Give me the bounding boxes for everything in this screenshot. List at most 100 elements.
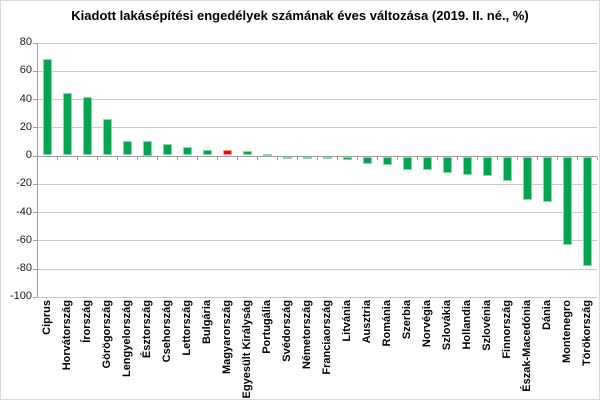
gridline bbox=[37, 70, 597, 72]
gridline bbox=[37, 240, 597, 242]
category-axis-tick bbox=[277, 156, 278, 160]
x-axis-label: Ciprus bbox=[41, 300, 53, 335]
category-axis-tick bbox=[477, 156, 478, 160]
bar bbox=[402, 156, 412, 170]
x-axis-label: Bulgária bbox=[201, 300, 213, 345]
bar bbox=[162, 144, 172, 156]
category-axis-tick bbox=[317, 156, 318, 160]
bar bbox=[122, 140, 132, 156]
y-axis-tick-label: -20 bbox=[16, 177, 32, 190]
y-axis-tick-label: -40 bbox=[16, 205, 32, 218]
y-axis-tick-label: 80 bbox=[19, 36, 32, 48]
x-axis-label: Ausztria bbox=[361, 300, 373, 344]
bar bbox=[102, 118, 112, 156]
x-axis-label: Észtország bbox=[141, 300, 153, 359]
x-axis-label: Szlovénia bbox=[481, 300, 493, 351]
x-axis-label: Portugália bbox=[261, 300, 273, 354]
gridline bbox=[37, 42, 597, 44]
category-axis-tick bbox=[577, 156, 578, 160]
bar bbox=[242, 150, 252, 156]
y-axis-tick-label: -80 bbox=[16, 262, 32, 274]
category-axis-tick bbox=[97, 156, 98, 160]
bar bbox=[202, 149, 212, 156]
y-axis-tick-label: 0 bbox=[25, 149, 32, 161]
x-axis-label: Litvánia bbox=[341, 300, 353, 342]
bar bbox=[582, 156, 592, 266]
gridline bbox=[37, 212, 597, 213]
x-axis-label: Montenegro bbox=[561, 300, 573, 363]
y-axis-tick-label: -60 bbox=[16, 233, 32, 246]
bar bbox=[522, 156, 532, 201]
y-axis-tick bbox=[33, 183, 37, 185]
category-axis-tick bbox=[397, 156, 398, 160]
gridline bbox=[37, 99, 597, 100]
y-axis-tick bbox=[33, 268, 37, 270]
category-axis-tick bbox=[417, 156, 418, 160]
bar bbox=[262, 154, 272, 157]
y-axis-tick bbox=[33, 296, 37, 298]
x-axis-label: Finnország bbox=[501, 300, 513, 359]
y-axis-tick-label: 60 bbox=[19, 64, 32, 77]
category-axis-tick bbox=[57, 156, 58, 160]
x-axis-label: Románia bbox=[381, 300, 393, 347]
gridline bbox=[37, 268, 597, 270]
y-axis-tick bbox=[33, 42, 37, 44]
x-axis-label: Görögország bbox=[101, 300, 113, 369]
bar bbox=[142, 141, 152, 156]
category-axis-tick bbox=[297, 156, 298, 160]
category-axis-tick bbox=[377, 156, 378, 160]
x-axis-label: Horvátország bbox=[61, 300, 73, 371]
x-axis-label: Szerbia bbox=[401, 300, 413, 340]
y-axis-tick bbox=[33, 240, 37, 242]
category-axis-tick bbox=[197, 156, 198, 160]
x-axis-label: Törökország bbox=[581, 300, 593, 367]
category-axis-tick bbox=[597, 156, 598, 160]
category-axis-tick bbox=[337, 156, 338, 160]
x-axis-label: Lengyelország bbox=[121, 300, 133, 378]
x-axis-label: Magyarország bbox=[221, 300, 233, 374]
gridline bbox=[37, 127, 597, 129]
category-axis-tick bbox=[557, 156, 558, 160]
bar bbox=[82, 96, 92, 156]
bar bbox=[502, 156, 512, 182]
category-axis-tick bbox=[37, 156, 38, 160]
bar bbox=[302, 156, 312, 160]
x-axis-label: Hollandia bbox=[461, 300, 473, 350]
category-axis-tick bbox=[497, 156, 498, 160]
x-axis-label: Dánia bbox=[541, 300, 553, 330]
y-axis-tick bbox=[33, 99, 37, 100]
bar bbox=[322, 156, 332, 160]
gridline bbox=[37, 296, 597, 298]
category-axis-tick bbox=[257, 156, 258, 160]
zero-gridline bbox=[37, 155, 597, 157]
x-axis-label: Egyesült Királyság bbox=[241, 300, 253, 399]
category-axis-tick bbox=[357, 156, 358, 160]
category-axis-tick bbox=[237, 156, 238, 160]
bar bbox=[182, 146, 192, 156]
y-axis-tick bbox=[33, 127, 37, 129]
x-axis-label: Franciaország bbox=[321, 300, 333, 375]
x-axis-label: Szlovákia bbox=[441, 300, 453, 351]
bar bbox=[42, 59, 52, 156]
bar bbox=[282, 156, 292, 160]
x-axis-label: Észak-Macedónia bbox=[521, 300, 533, 392]
category-axis-tick bbox=[437, 156, 438, 160]
category-axis-tick bbox=[457, 156, 458, 160]
category-axis-tick bbox=[137, 156, 138, 160]
category-axis-tick bbox=[537, 156, 538, 160]
category-axis-tick bbox=[117, 156, 118, 160]
x-axis-label: Norvégia bbox=[421, 300, 433, 348]
category-axis-tick bbox=[177, 156, 178, 160]
bar bbox=[382, 156, 392, 165]
gridline bbox=[37, 183, 597, 185]
y-axis-tick bbox=[33, 70, 37, 72]
x-axis-label: Németország bbox=[301, 300, 313, 370]
y-axis-tick-label: -100 bbox=[9, 290, 32, 303]
y-axis-tick bbox=[33, 155, 37, 157]
y-axis-tick bbox=[33, 212, 37, 213]
bar bbox=[562, 156, 572, 245]
x-axis-label: Írország bbox=[81, 300, 93, 343]
bar bbox=[422, 156, 432, 171]
bar bbox=[342, 156, 352, 161]
